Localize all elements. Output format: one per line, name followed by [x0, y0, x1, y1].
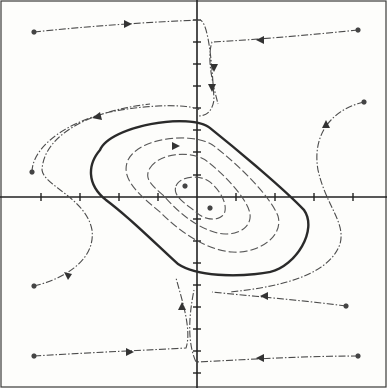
trajectory-bottom-left	[33, 277, 189, 357]
direction-arrow	[256, 354, 264, 362]
inner-orbit-3	[174, 176, 226, 220]
start-point	[31, 283, 37, 289]
direction-arrow	[124, 20, 132, 28]
direction-arrow	[208, 84, 216, 92]
start-point	[361, 99, 367, 105]
direction-arrow	[322, 120, 330, 128]
direction-arrow	[178, 302, 186, 310]
start-point	[343, 303, 349, 309]
direction-arrow	[64, 272, 72, 280]
start-point	[29, 169, 35, 175]
trajectory-right-outer	[229, 101, 365, 293]
inner-start-point	[182, 183, 188, 189]
direction-arrow	[210, 64, 218, 72]
x-axis-ticks	[40, 193, 354, 201]
direction-arrow	[260, 292, 268, 300]
direction-arrow	[256, 36, 264, 44]
start-point	[31, 353, 37, 359]
start-point	[355, 27, 361, 33]
direction-arrow	[126, 348, 134, 356]
start-point	[355, 353, 361, 359]
inner-orbit-1	[125, 137, 280, 253]
trajectory-top-right	[209, 29, 359, 105]
start-point	[31, 29, 37, 35]
trajectory-bottom-right	[189, 289, 359, 363]
direction-arrow	[92, 112, 102, 120]
limit-cycle	[89, 120, 310, 277]
trajectory-top-left	[33, 19, 215, 117]
direction-arrow	[172, 142, 180, 150]
inner-orbit-2	[147, 153, 251, 235]
y-axis-ticks	[193, 19, 201, 374]
trajectory-left-outer	[33, 103, 151, 287]
trajectory-right-lower	[211, 291, 347, 307]
inner-start-point	[207, 205, 213, 211]
